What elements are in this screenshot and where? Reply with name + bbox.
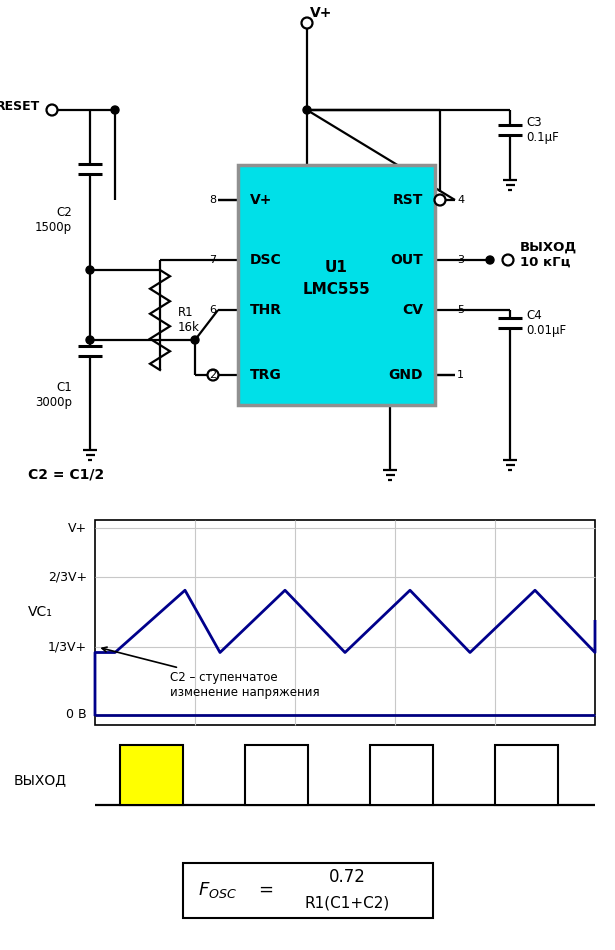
Text: ВЫХОД
10 кГц: ВЫХОД 10 кГц — [520, 241, 577, 269]
Text: ВЫХОД: ВЫХОД — [14, 773, 66, 787]
Bar — [495, 745, 558, 805]
Text: THR: THR — [250, 303, 282, 317]
Circle shape — [435, 195, 445, 205]
Text: DSC: DSC — [250, 253, 282, 267]
Text: C4
0.01μF: C4 0.01μF — [526, 309, 566, 337]
Text: C2 = C1/2: C2 = C1/2 — [28, 468, 105, 482]
Text: 3: 3 — [457, 255, 464, 265]
Bar — [245, 745, 308, 805]
Text: 2/3V+: 2/3V+ — [48, 571, 87, 584]
Text: $F_{OSC}$: $F_{OSC}$ — [197, 880, 237, 900]
Circle shape — [303, 106, 311, 114]
Circle shape — [191, 336, 199, 344]
Circle shape — [502, 255, 514, 265]
Circle shape — [86, 266, 94, 274]
Text: 8: 8 — [209, 195, 216, 205]
Circle shape — [207, 370, 218, 381]
Text: R1(C1+C2): R1(C1+C2) — [304, 896, 390, 910]
Text: 1: 1 — [457, 370, 464, 380]
Text: V+: V+ — [250, 193, 272, 207]
Text: U1: U1 — [325, 259, 348, 275]
Circle shape — [111, 106, 119, 114]
Text: 6: 6 — [209, 305, 216, 315]
Text: 2: 2 — [209, 370, 216, 380]
Text: =: = — [258, 881, 273, 899]
Circle shape — [486, 256, 494, 264]
Text: TRG: TRG — [250, 368, 282, 382]
Circle shape — [86, 336, 94, 344]
Text: GND: GND — [389, 368, 423, 382]
Text: V+: V+ — [68, 522, 87, 535]
Text: 0 В: 0 В — [66, 709, 87, 721]
Bar — [238, 165, 435, 405]
Text: R1
16k: R1 16k — [178, 306, 200, 334]
Text: LMC555: LMC555 — [303, 282, 370, 297]
Bar — [183, 863, 432, 918]
Text: 7: 7 — [209, 255, 216, 265]
Text: C3
0.1μF: C3 0.1μF — [526, 116, 559, 144]
Text: 4: 4 — [457, 195, 464, 205]
Text: CV: CV — [402, 303, 423, 317]
Circle shape — [47, 104, 57, 116]
Text: C2
1500p: C2 1500p — [35, 206, 72, 234]
Text: RESET: RESET — [0, 100, 40, 112]
Text: 5: 5 — [457, 305, 464, 315]
Bar — [370, 745, 432, 805]
Text: OUT: OUT — [391, 253, 423, 267]
Bar — [95, 520, 595, 725]
Circle shape — [301, 17, 312, 28]
Bar — [120, 745, 183, 805]
Text: VС₁: VС₁ — [28, 605, 52, 619]
Text: V+: V+ — [310, 6, 332, 20]
Text: C2 – ступенчатое
изменение напряжения: C2 – ступенчатое изменение напряжения — [102, 647, 320, 699]
Text: RST: RST — [392, 193, 423, 207]
Text: 0.72: 0.72 — [328, 868, 365, 886]
Text: C1
3000p: C1 3000p — [35, 381, 72, 409]
Text: 1/3V+: 1/3V+ — [48, 640, 87, 654]
